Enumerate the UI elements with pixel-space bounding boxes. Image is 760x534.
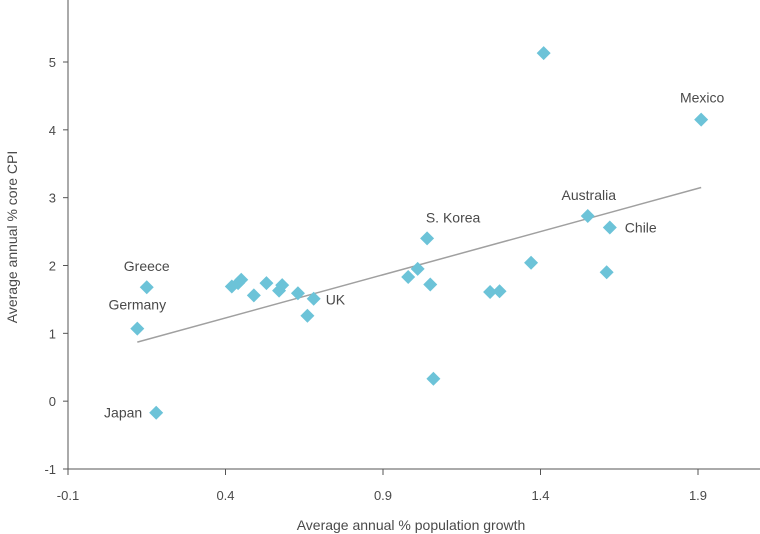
point-label: Greece [124, 258, 170, 274]
data-point [492, 284, 507, 299]
y-tick-label: 0 [49, 394, 56, 409]
data-point [246, 288, 261, 303]
point-label: Chile [625, 220, 657, 236]
data-point [275, 278, 290, 293]
data-point [524, 255, 539, 270]
data-point [139, 280, 154, 295]
y-tick-label: -1 [44, 462, 56, 477]
data-point [130, 321, 145, 336]
y-tick-label: 5 [49, 55, 56, 70]
data-point [290, 286, 305, 301]
data-point [426, 371, 441, 386]
data-point [149, 405, 164, 420]
point-label: Australia [562, 187, 617, 203]
point-label: Japan [104, 405, 142, 421]
data-point [580, 208, 595, 223]
y-tick-label: 3 [49, 191, 56, 206]
point-label: UK [326, 292, 346, 308]
x-tick-label: 0.4 [216, 488, 234, 503]
point-label: Germany [109, 297, 167, 313]
y-tick-label: 2 [49, 259, 56, 274]
x-tick-label: 1.4 [531, 488, 549, 503]
y-tick-label: 4 [49, 123, 56, 138]
point-label: Mexico [680, 90, 725, 106]
y-axis-title: Average annual % core CPI [4, 151, 20, 324]
data-point [483, 284, 498, 299]
data-point [300, 308, 315, 323]
data-point [420, 231, 435, 246]
data-point [536, 46, 551, 61]
data-point [694, 112, 709, 127]
data-point [401, 270, 416, 285]
data-point [306, 291, 321, 306]
data-point [423, 277, 438, 292]
data-point [602, 220, 617, 235]
data-point [410, 261, 425, 276]
x-tick-label: 0.9 [374, 488, 392, 503]
point-label: S. Korea [426, 209, 481, 225]
x-axis-title: Average annual % population growth [297, 517, 526, 533]
y-tick-label: 1 [49, 326, 56, 341]
x-tick-label: -0.1 [57, 488, 79, 503]
x-tick-label: 1.9 [689, 488, 707, 503]
data-point [259, 276, 274, 291]
data-point [599, 265, 614, 280]
data-point [234, 272, 249, 287]
